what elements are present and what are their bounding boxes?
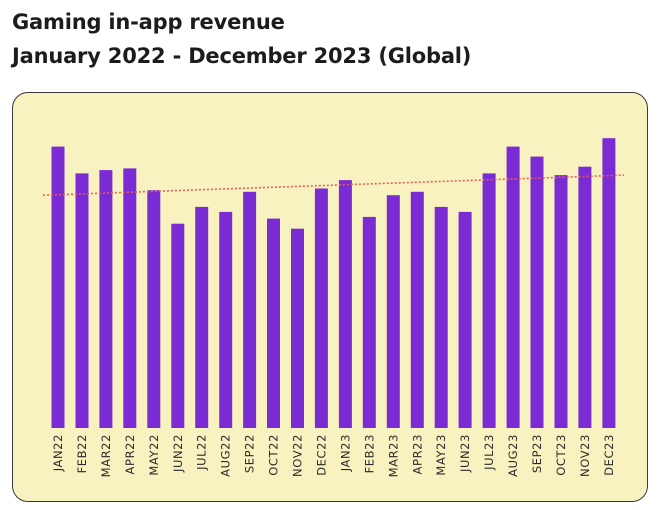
x-tick-label-jul23: JUL23 [482,434,496,471]
x-tick-label-mar22: MAR22 [99,434,113,477]
bar-mar23 [386,195,400,428]
x-tick-label-may23: MAY23 [434,434,448,476]
bar-jun22 [171,223,185,428]
x-tick-label-sep23: SEP23 [530,434,544,473]
bar-aug23 [506,146,520,428]
x-tick-label-mar23: MAR23 [386,434,400,477]
chart-title: Gaming in-app revenue [12,10,285,34]
bar-oct22 [267,218,280,428]
x-tick-label-nov23: NOV23 [578,434,592,477]
bar-series [51,138,616,428]
x-tick-label-jan22: JAN22 [51,434,65,472]
chart-panel: JAN22 FEB22 MAR22 APR22 MAY22 JUN22 JUL22 AUG22… [12,92,648,502]
bar-apr23 [410,191,424,428]
bar-jul23 [482,173,496,428]
x-tick-label-feb23: FEB23 [362,434,376,473]
x-tick-label-jun23: JUN23 [458,434,472,473]
bar-chart: JAN22 FEB22 MAR22 APR22 MAY22 JUN22 JUL22 AUG22… [42,138,624,477]
bar-jun23 [458,211,472,428]
bar-feb22 [75,173,89,428]
bar-mar22 [99,170,113,428]
x-tick-label-apr23: APR23 [410,434,424,474]
x-tick-label-feb22: FEB22 [75,434,89,473]
x-axis-labels: JAN22 FEB22 MAR22 APR22 MAY22 JUN22 JUL22 AUG22… [51,434,616,477]
x-tick-label-apr22: APR22 [123,434,137,474]
bar-jul22 [195,206,209,428]
x-tick-label-jun22: JUN22 [171,434,185,473]
bar-may23 [434,206,448,428]
chart-subtitle: January 2022 - December 2023 (Global) [12,44,472,68]
bar-sep23 [530,156,544,428]
bar-oct23 [554,175,568,428]
bar-nov23 [578,166,592,428]
bar-nov22 [291,228,304,428]
bar-may22 [147,190,161,428]
x-tick-label-aug23: AUG23 [506,434,520,477]
x-tick-label-dec23: DEC23 [602,434,616,476]
bar-aug22 [219,211,233,428]
bar-dec23 [602,138,616,428]
x-tick-label-sep22: SEP22 [243,434,257,473]
bar-sep22 [243,191,257,428]
bar-jan22 [51,146,65,428]
bar-dec22 [314,188,328,428]
x-tick-label-dec22: DEC22 [314,434,328,476]
x-tick-label-aug22: AUG22 [219,434,233,477]
x-tick-label-jul22: JUL22 [195,434,209,471]
bar-jan23 [338,180,352,428]
x-tick-label-oct22: OCT22 [267,434,281,476]
x-tick-label-may22: MAY22 [147,434,161,476]
x-tick-label-nov22: NOV22 [291,434,305,477]
trend-line [42,174,624,196]
bar-apr22 [123,168,137,428]
x-tick-label-oct23: OCT23 [554,434,568,476]
x-tick-label-jan23: JAN23 [338,434,352,472]
bar-feb23 [362,216,376,428]
